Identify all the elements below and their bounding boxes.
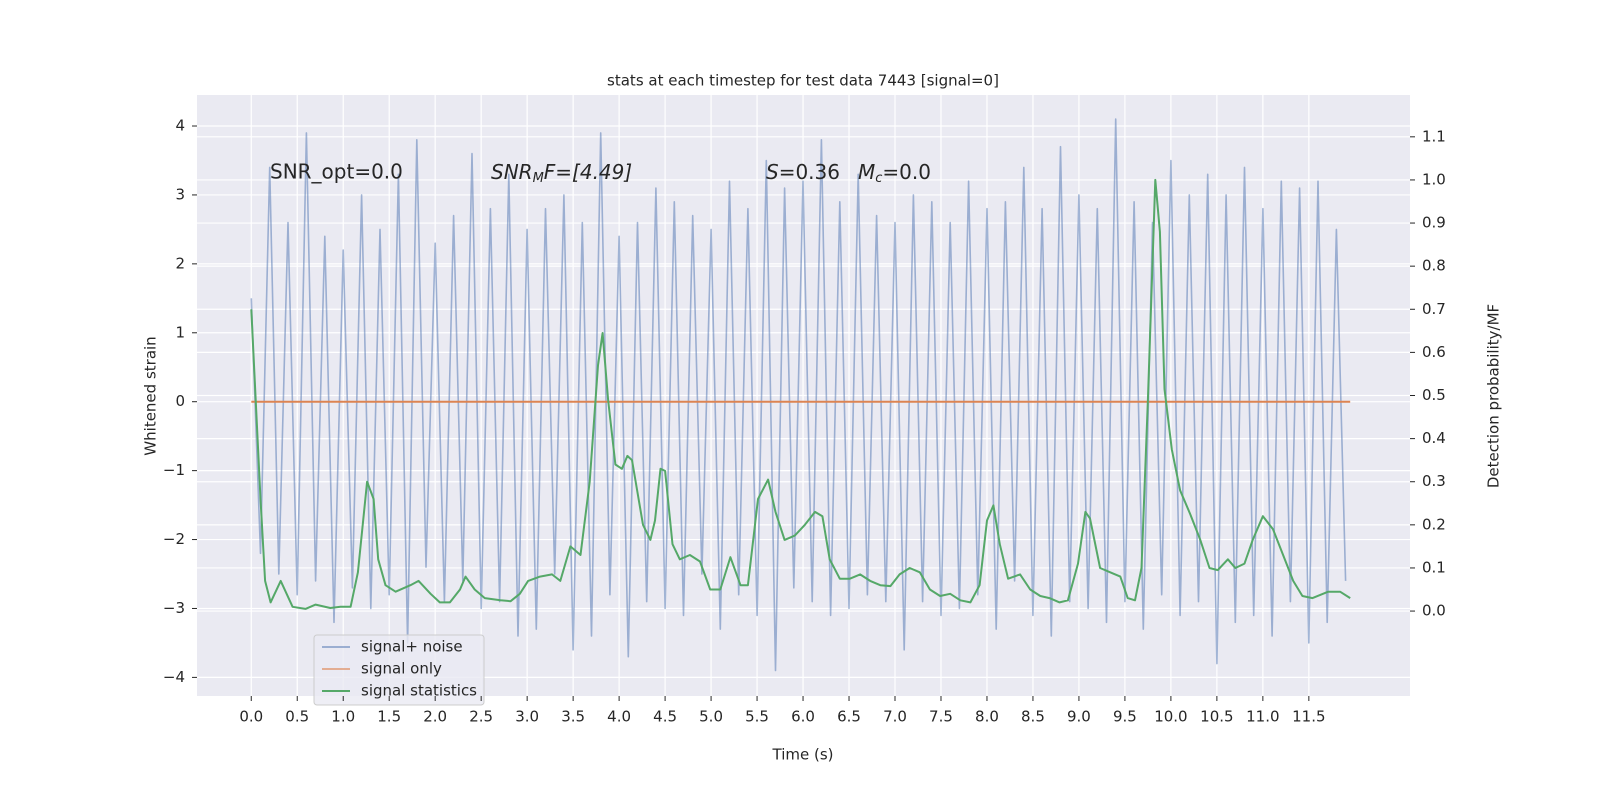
annotation-rest: =0.36 [779, 160, 840, 184]
x-tick-label: 2.0 [423, 708, 447, 726]
annotation: SNR_opt=0.0 [270, 160, 403, 184]
annotation-rest: =0.0 [882, 160, 931, 184]
y2-tick-label: 0.8 [1422, 257, 1446, 275]
y2-tick-label: 1.0 [1422, 170, 1446, 188]
y-tick-label: 3 [175, 185, 185, 203]
x-tick-label: 10.5 [1200, 708, 1233, 726]
y2-tick-label: 0.5 [1422, 386, 1446, 404]
annotation-rest: F=[4.49] [544, 160, 632, 184]
y2-tick-label: 0.4 [1422, 429, 1446, 447]
x-tick-label: 4.5 [653, 708, 677, 726]
series-line [250, 118, 1347, 672]
legend-box [313, 634, 485, 706]
x-tick-label: 4.0 [607, 708, 631, 726]
x-axis-label: Time (s) [772, 746, 834, 764]
y-tick-label: 0 [175, 392, 185, 410]
x-tick-label: 7.5 [929, 708, 953, 726]
x-tick-label: 1.5 [377, 708, 401, 726]
y-tick-label: −1 [163, 461, 185, 479]
y-tick-label: 1 [175, 323, 185, 341]
y2-tick-label: 0.3 [1422, 472, 1446, 490]
x-tick-label: 5.5 [745, 708, 769, 726]
x-tick-label: 1.0 [331, 708, 355, 726]
chart-title: stats at each timestep for test data 744… [607, 72, 999, 90]
x-tick-label: 7.0 [883, 708, 907, 726]
x-tick-label: 8.5 [1021, 708, 1045, 726]
annotation-base: SNR [491, 160, 533, 184]
x-tick-label: 8.0 [975, 708, 999, 726]
y-tick-label: −3 [163, 599, 185, 617]
x-tick-label: 6.5 [837, 708, 861, 726]
x-tick-label: 11.0 [1246, 708, 1279, 726]
x-tick-label: 0.5 [285, 708, 309, 726]
y2-tick-label: 0.2 [1422, 515, 1446, 533]
x-tick-label: 9.0 [1067, 708, 1091, 726]
legend-label: signal+ noise [361, 638, 463, 656]
x-tick-label: 10.0 [1154, 708, 1187, 726]
y-tick-label: 2 [175, 254, 185, 272]
annotation-sub: M [533, 171, 544, 186]
x-tick-label: 2.5 [469, 708, 493, 726]
y2-tick-label: 0.1 [1422, 558, 1446, 576]
y-tick-label: −4 [163, 668, 185, 686]
series-line [250, 178, 1351, 610]
annotation-sub: c [875, 171, 882, 186]
y2-tick-label: 1.1 [1422, 127, 1446, 145]
y2-tick-label: 0.6 [1422, 343, 1446, 361]
annotation: SNRMF=[4.49] [491, 160, 632, 186]
x-tick-label: 6.0 [791, 708, 815, 726]
y2-axis-label: Detection probability/MF [1485, 304, 1503, 488]
legend-label: signal only [361, 660, 442, 678]
annotation: S=0.36 [766, 160, 840, 184]
y-tick-label: 4 [175, 117, 185, 135]
x-tick-label: 5.0 [699, 708, 723, 726]
annotation-base: M [858, 160, 875, 184]
y-tick-label: −2 [163, 530, 185, 548]
x-tick-label: 9.5 [1113, 708, 1137, 726]
y2-tick-label: 0.0 [1422, 602, 1446, 620]
x-tick-label: 11.5 [1292, 708, 1325, 726]
y-axis-label: Whitened strain [142, 336, 160, 455]
y2-tick-label: 0.9 [1422, 214, 1446, 232]
annotation: Mc=0.0 [858, 160, 931, 186]
annotation-base: S [766, 160, 779, 184]
legend-label: signal statistics [361, 682, 477, 700]
x-tick-label: 3.5 [561, 708, 585, 726]
x-tick-label: 0.0 [239, 708, 263, 726]
y2-tick-label: 0.7 [1422, 300, 1446, 318]
x-tick-label: 3.0 [515, 708, 539, 726]
